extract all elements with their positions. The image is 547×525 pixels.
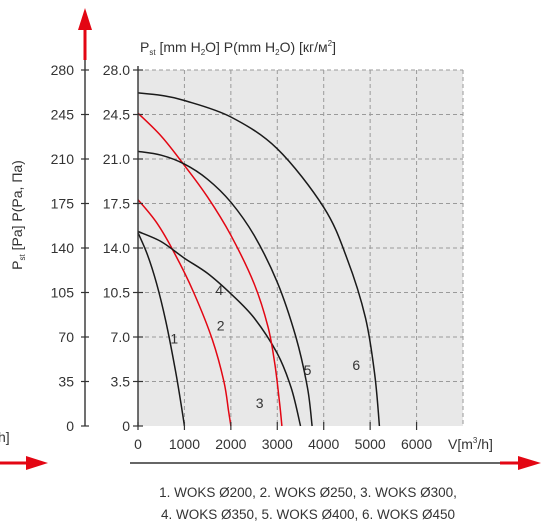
series-line-1 xyxy=(137,232,186,427)
curve-labels: 1 2 3 4 5 6 xyxy=(170,282,360,411)
xlabel-main: V[m xyxy=(448,436,473,452)
left-partial-label: h] xyxy=(0,429,10,445)
y-tick-pa-label-1: 35 xyxy=(58,374,74,390)
grid xyxy=(138,69,464,426)
curves xyxy=(137,92,381,427)
curve-label-4: 4 xyxy=(215,282,223,298)
ylabel-sub: st xyxy=(18,254,27,261)
curve-label-6: 6 xyxy=(352,357,360,373)
series-line-3 xyxy=(137,230,302,427)
y-tick-mm-label-6: 21.0 xyxy=(103,151,130,167)
title-p-sub: st xyxy=(149,48,156,57)
left-partial-arrow xyxy=(0,456,48,470)
title-part1: [mm H xyxy=(156,39,201,55)
y-tick-pa-label-3: 105 xyxy=(51,285,75,301)
x-tick-label-6: 6000 xyxy=(401,436,432,452)
title-end: ] xyxy=(332,39,336,55)
x-tick-label-0: 0 xyxy=(134,436,142,452)
ylabel-rest: [Pa] P(Pa, Па) xyxy=(9,160,25,254)
y-tick-pa-label-2: 70 xyxy=(58,329,74,345)
title-sup3: 2 xyxy=(328,39,333,48)
y-tick-pa-label-8: 280 xyxy=(51,62,75,78)
title-sub1: 2 xyxy=(201,48,206,57)
title-part3: O) [кг/м xyxy=(280,39,328,55)
y-tick-mm-label-8: 28.0 xyxy=(103,62,130,78)
y-ticks-mm: 0 3.5 7.0 10.5 14.0 17.5 21.0 24.5 28.0 xyxy=(103,62,143,434)
xlabel-sup: 3 xyxy=(473,436,478,445)
x-tick-label-2: 2000 xyxy=(215,436,246,452)
x-tick-label-4: 4000 xyxy=(308,436,339,452)
title-sub2: 2 xyxy=(275,48,280,57)
y-tick-pa-label-7: 245 xyxy=(51,107,75,123)
title-part2: O] P(mm H xyxy=(205,39,275,55)
ylabel-p: P xyxy=(9,261,25,270)
y-ticks-pa: 0 35 70 105 140 175 210 245 280 xyxy=(51,62,89,434)
y-tick-mm-label-0: 0 xyxy=(122,418,130,434)
y-axis-label: Pst [Pa] P(Pa, Па) xyxy=(9,160,27,270)
y-tick-mm-label-5: 17.5 xyxy=(103,196,130,212)
y-tick-pa-label-5: 175 xyxy=(51,196,75,212)
curve-label-1: 1 xyxy=(170,330,178,346)
x-tick-label-1: 1000 xyxy=(169,436,200,452)
y-tick-mm-label-3: 10.5 xyxy=(103,285,130,301)
legend-line-2: 4. WOKS Ø350, 5. WOKS Ø400, 6. WOKS Ø450 xyxy=(161,507,455,522)
chart-title: Pst [mm H2O] P(mm H2O) [кг/м2] xyxy=(140,39,336,57)
y-tick-pa-label-6: 210 xyxy=(51,151,75,167)
series-line-6 xyxy=(137,92,381,427)
xlabel-end: /h] xyxy=(477,436,493,452)
y-tick-mm-label-7: 24.5 xyxy=(103,107,130,123)
y-tick-mm-label-4: 14.0 xyxy=(103,240,130,256)
y-tick-pa-label-0: 0 xyxy=(66,418,74,434)
x-tick-label-3: 3000 xyxy=(262,436,293,452)
legend-line-1: 1. WOKS Ø200, 2. WOKS Ø250, 3. WOKS Ø300… xyxy=(159,485,457,500)
y-tick-mm-label-1: 3.5 xyxy=(111,374,131,390)
title-p: P xyxy=(140,39,149,55)
curve-label-5: 5 xyxy=(304,362,312,378)
y-arrow xyxy=(78,8,92,60)
curve-label-3: 3 xyxy=(256,395,264,411)
series-line-5 xyxy=(137,150,313,427)
x-arrow xyxy=(500,456,541,470)
x-axis-label: V[m3/h] xyxy=(448,436,493,452)
x-ticks: 0 1000 2000 3000 4000 5000 6000 xyxy=(134,422,432,452)
series-line-2 xyxy=(137,199,232,427)
x-tick-label-5: 5000 xyxy=(355,436,386,452)
y-tick-mm-label-2: 7.0 xyxy=(111,329,131,345)
y-tick-pa-label-4: 140 xyxy=(51,240,75,256)
curve-label-2: 2 xyxy=(217,318,225,334)
series-line-4 xyxy=(137,112,283,427)
